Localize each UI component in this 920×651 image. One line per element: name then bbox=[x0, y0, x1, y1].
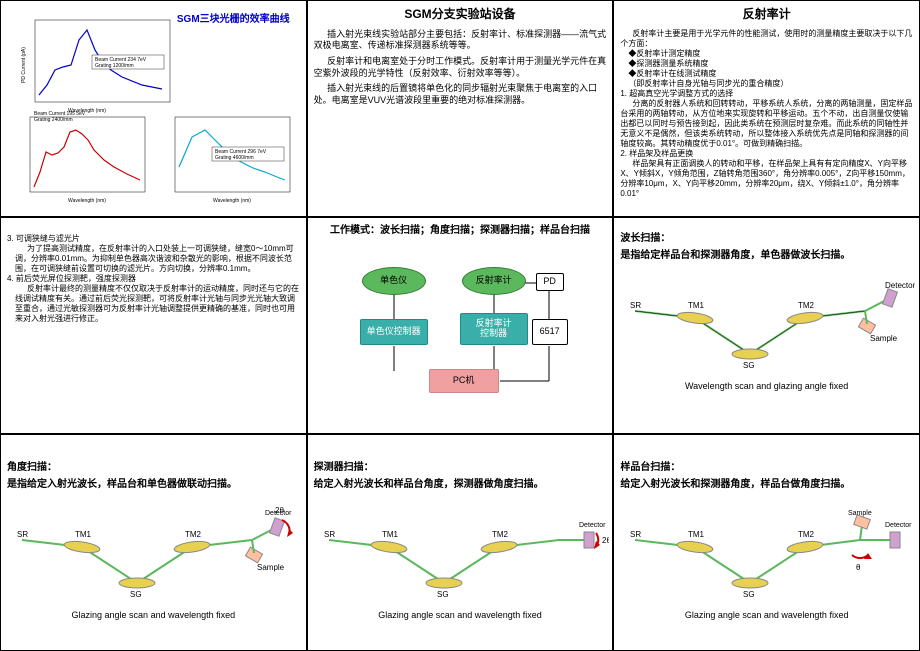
svg-text:Detector: Detector bbox=[579, 522, 606, 529]
svg-text:TM1: TM1 bbox=[688, 301, 705, 310]
item-title: 1. 超高真空光学调整方式的选择 bbox=[620, 89, 913, 99]
angle-scan-panel: 角度扫描： 是指给定入射光波长，样品台和单色器做联动扫描。 2θ SR TM1 … bbox=[0, 434, 307, 651]
svg-text:SR: SR bbox=[630, 530, 641, 539]
item-body: 样品架具有正面调换人的转动和平移，在样品架上具有有定向精度X、Y向平移X、Y倾斜… bbox=[620, 159, 913, 199]
svg-text:Sample: Sample bbox=[848, 510, 872, 517]
svg-text:SG: SG bbox=[130, 590, 142, 599]
item-title: 2. 样品架及样品更换 bbox=[620, 149, 913, 159]
svg-text:TM2: TM2 bbox=[798, 301, 815, 310]
scan-subtitle: 是指给定样品台和探测器角度，单色器做波长扫描。 bbox=[620, 249, 913, 262]
scan-title: 波长扫描： bbox=[620, 232, 913, 245]
scan-subtitle: 给定入射光波长和探测器角度，样品台做角度扫描。 bbox=[620, 478, 913, 491]
svg-text:Grating 2400/mm: Grating 2400/mm bbox=[34, 117, 73, 123]
scan-diagram: SR TM1 TM2 SG Detector Sample bbox=[620, 266, 915, 381]
bullet: ◆反射率计在线测试精度 bbox=[628, 69, 913, 79]
body-para: 插入射光束线的后置镜将单色化的同步辐射光束聚焦于电离室的入口处。电离室是VUV光… bbox=[314, 83, 607, 106]
sub-note: （即反射率计自身光轴与同步光的重合精度） bbox=[628, 79, 913, 89]
svg-text:TM1: TM1 bbox=[688, 530, 705, 539]
item-body: 反射率计最终的测量精度不仅仅取决于反射率计的运动精度，同时还与它的在线调试精度有… bbox=[15, 284, 300, 324]
scan-caption: Wavelength scan and glazing angle fixed bbox=[620, 381, 913, 393]
equipment-panel: SGM分支实验站设备 插入射光束线实验站部分主要包括：反射率计、标准探测器——流… bbox=[307, 0, 614, 217]
node-pd: PD bbox=[536, 273, 564, 291]
node-reflectometer: 反射率计 bbox=[462, 267, 526, 295]
panel-title: SGM分支实验站设备 bbox=[314, 7, 607, 23]
svg-text:SR: SR bbox=[630, 301, 641, 310]
svg-text:SG: SG bbox=[743, 361, 755, 370]
svg-text:Grating 1200/mm: Grating 1200/mm bbox=[95, 63, 134, 69]
svg-text:SG: SG bbox=[743, 590, 755, 599]
intro-text: 反射率计主要是用于光学元件的性能测试，使用时的测量精度主要取决于以下几个方面： bbox=[620, 29, 913, 49]
scan-subtitle: 是指给定入射光波长，样品台和单色器做联动扫描。 bbox=[7, 478, 300, 491]
scan-diagram: 2θ SR TM1 TM2 SG Detector bbox=[314, 495, 609, 610]
specs-panel: 3. 可调狭缝与滤光片 为了提高测试精度，在反射率计的入口处装上一可调狭缝，缝宽… bbox=[0, 217, 307, 434]
svg-text:Sample: Sample bbox=[870, 334, 898, 343]
scan-title: 探测器扫描： bbox=[314, 461, 607, 474]
efficiency-charts: Beam Current 234 7eV Grating 1200/mm Wav… bbox=[7, 7, 302, 207]
item-body: 分离的反射器人系统和回转转动，平移系统人系统，分离的两轴测量，固定样品台采用的两… bbox=[620, 99, 913, 149]
body-para: 反射率计和电离室处于分时工作模式。反射率计用于测量光学元件在真空紫外波段的光学特… bbox=[314, 56, 607, 79]
bullet: ◆反射率计测定精度 bbox=[628, 49, 913, 59]
node-refl-ctrl: 反射率计 控制器 bbox=[460, 313, 528, 345]
svg-text:TM1: TM1 bbox=[75, 530, 92, 539]
scan-diagram: θ SR TM1 TM2 SG Detector Sample bbox=[620, 495, 915, 610]
svg-text:Detector: Detector bbox=[265, 510, 292, 517]
svg-text:TM1: TM1 bbox=[382, 530, 399, 539]
bullet: ◆探测器测量系统精度 bbox=[628, 59, 913, 69]
item-body: 为了提高测试精度，在反射率计的入口处装上一可调狭缝，缝宽0～10mm可调，分辨率… bbox=[15, 244, 300, 274]
scan-title: 角度扫描： bbox=[7, 461, 300, 474]
scan-caption: Glazing angle scan and wavelength fixed bbox=[7, 610, 300, 622]
reflectometer-panel: 反射率计 反射率计主要是用于光学元件的性能测试，使用时的测量精度主要取决于以下几… bbox=[613, 0, 920, 217]
svg-text:Wavelength (nm): Wavelength (nm) bbox=[68, 198, 106, 204]
chart-panel: SGM三块光栅的效率曲线 Beam Current 234 7eV Gratin… bbox=[0, 0, 307, 217]
flow-title: 工作模式：波长扫描；角度扫描；探测器扫描；样品台扫描 bbox=[314, 224, 607, 237]
body-para: 插入射光束线实验站部分主要包括：反射率计、标准探测器——流气式双极电离室、传递标… bbox=[314, 29, 607, 52]
svg-text:Sample: Sample bbox=[257, 563, 285, 572]
node-monochromator: 单色仪 bbox=[362, 267, 426, 295]
detector-scan-panel: 探测器扫描： 给定入射光波长和样品台角度，探测器做角度扫描。 2θ SR TM1… bbox=[307, 434, 614, 651]
node-6517: 6517 bbox=[532, 319, 568, 345]
svg-text:Detector: Detector bbox=[885, 281, 915, 290]
svg-text:Wavelength (nm): Wavelength (nm) bbox=[213, 198, 251, 204]
chart-main-title: SGM三块光栅的效率曲线 bbox=[177, 13, 290, 26]
svg-text:Detector: Detector bbox=[885, 522, 912, 529]
item-title: 3. 可调狭缝与滤光片 bbox=[7, 234, 300, 244]
scan-title: 样品台扫描： bbox=[620, 461, 913, 474]
svg-text:Grating 4600/mm: Grating 4600/mm bbox=[215, 155, 254, 161]
svg-text:TM2: TM2 bbox=[492, 530, 509, 539]
item-title: 4. 前后荧光屏位探测靶，强度探测器 bbox=[7, 274, 300, 284]
panel-title: 反射率计 bbox=[620, 7, 913, 23]
svg-text:TM2: TM2 bbox=[185, 530, 202, 539]
svg-text:PD Current (pA): PD Current (pA) bbox=[21, 47, 27, 83]
flowchart-panel: 工作模式：波长扫描；角度扫描；探测器扫描；样品台扫描 单色仪 反射率计 单色仪控… bbox=[307, 217, 614, 434]
svg-text:SG: SG bbox=[437, 590, 449, 599]
node-pc: PC机 bbox=[429, 369, 499, 393]
sample-scan-panel: 样品台扫描： 给定入射光波长和探测器角度，样品台做角度扫描。 θ SR TM1 … bbox=[613, 434, 920, 651]
scan-caption: Glazing angle scan and wavelength fixed bbox=[314, 610, 607, 622]
wavelength-scan-panel: 波长扫描： 是指给定样品台和探测器角度，单色器做波长扫描。 SR TM1 TM2… bbox=[613, 217, 920, 434]
node-mono-ctrl: 单色仪控制器 bbox=[360, 319, 428, 345]
svg-text:SR: SR bbox=[17, 530, 28, 539]
svg-text:SR: SR bbox=[324, 530, 335, 539]
scan-diagram: 2θ SR TM1 TM2 SG Detector Sample bbox=[7, 495, 302, 610]
svg-text:θ: θ bbox=[856, 563, 861, 572]
scan-subtitle: 给定入射光波长和样品台角度，探测器做角度扫描。 bbox=[314, 478, 607, 491]
svg-text:TM2: TM2 bbox=[798, 530, 815, 539]
scan-caption: Glazing angle scan and wavelength fixed bbox=[620, 610, 913, 622]
svg-text:2θ: 2θ bbox=[602, 536, 609, 545]
